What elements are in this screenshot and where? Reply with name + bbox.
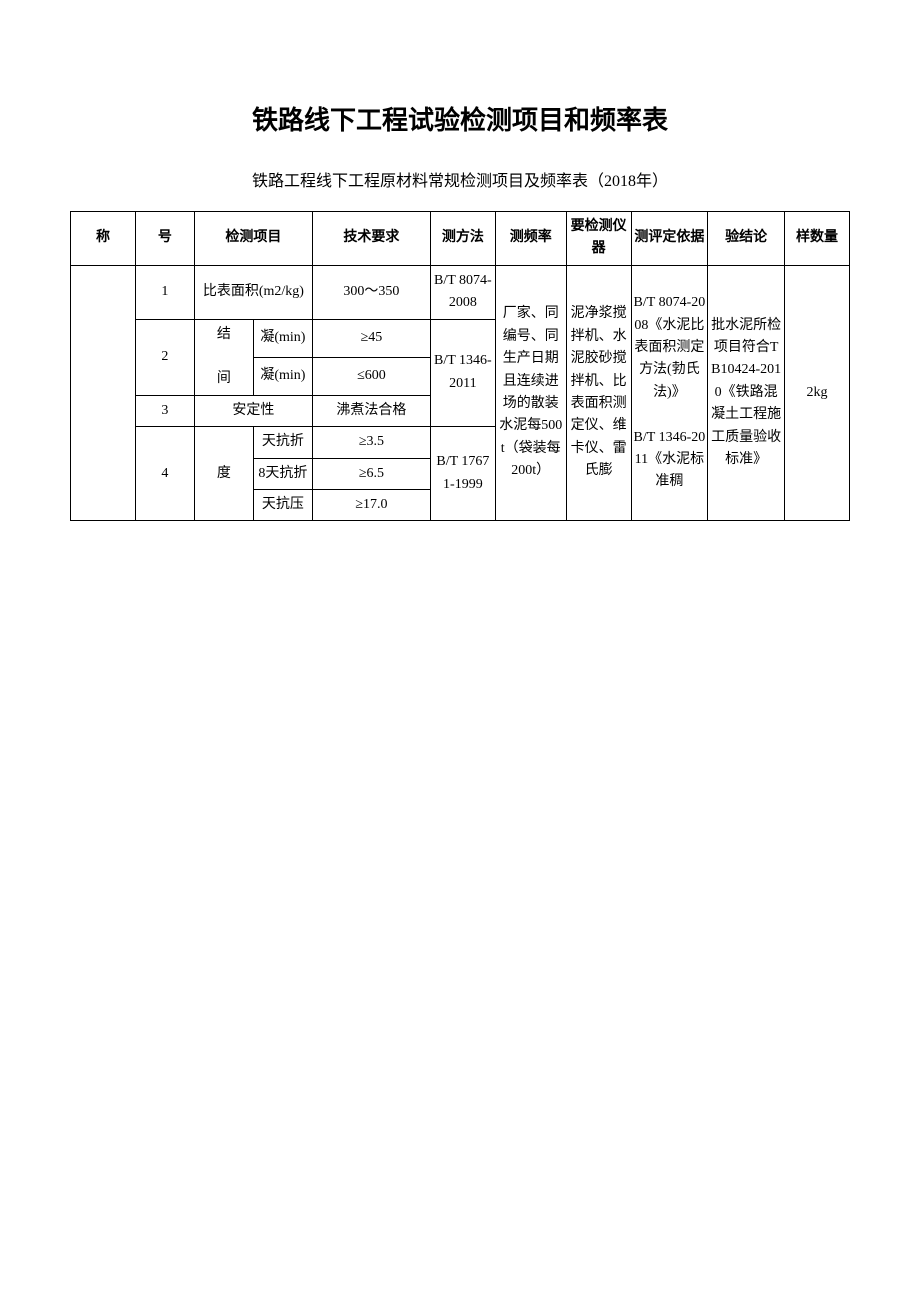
item-main-2: 间 [217,371,231,386]
req-cell: ≥6.5 [312,458,430,489]
item-main-1: 结 [217,327,231,342]
sub-item-cell: 天抗折 [253,427,312,458]
item-main-cell: 结 间 [194,319,253,395]
header-basis: 测评定依据 [631,212,708,266]
sub-item-cell: 凝(min) [253,319,312,357]
item-cell: 比表面积(m2/kg) [194,265,312,319]
sub-item-cell: 天抗压 [253,489,312,520]
concl-cell: 批水泥所检项目符合TB10424-2010《铁路混凝土工程施工质量验收标准》 [708,265,785,521]
page-title: 铁路线下工程试验检测项目和频率表 [70,100,850,137]
page-subtitle: 铁路工程线下工程原材料常规检测项目及频率表（2018年） [70,167,850,191]
item-main-cell: 度 [194,427,253,521]
freq-cell: 厂家、同编号、同生产日期且连续进场的散装水泥每500t（袋装每200t） [495,265,566,521]
req-cell: ≥45 [312,319,430,357]
header-method: 测方法 [430,212,495,266]
sub-item-cell: 8天抗折 [253,458,312,489]
table-row: 1 比表面积(m2/kg) 300～350 B/T 8074-2008 厂家、同… [71,265,850,319]
header-name: 称 [71,212,136,266]
basis-text-1: B/T 8074-2008《水泥比表面积测定方法(勃氏法)》 [634,295,706,400]
method-cell: B/T 1346-2011 [430,319,495,427]
header-freq: 测频率 [495,212,566,266]
table-header-row: 称 号 检测项目 技术要求 测方法 测频率 要检测仪器 测评定依据 验结论 样数… [71,212,850,266]
method-cell: B/T 17671-1999 [430,427,495,521]
header-qty: 样数量 [784,212,849,266]
row-num: 1 [135,265,194,319]
basis-text-2: B/T 1346-2011《水泥标准稠 [634,430,706,490]
row-num: 4 [135,427,194,521]
item-cell: 安定性 [194,395,312,426]
header-num: 号 [135,212,194,266]
req-cell: ≥3.5 [312,427,430,458]
req-cell: 沸煮法合格 [312,395,430,426]
sub-item-cell: 凝(min) [253,357,312,395]
header-instr: 要检测仪器 [566,212,631,266]
req-cell: ≤600 [312,357,430,395]
req-cell: ≥17.0 [312,489,430,520]
req-cell: 300～350 [312,265,430,319]
header-concl: 验结论 [708,212,785,266]
instr-cell: 泥净浆搅拌机、水泥胶砂搅拌机、比表面积测定仪、维卡仪、雷氏膨 [566,265,631,521]
row-num: 2 [135,319,194,395]
row-num: 3 [135,395,194,426]
qty-cell: 2kg [784,265,849,521]
header-item: 检测项目 [194,212,312,266]
inspection-table: 称 号 检测项目 技术要求 测方法 测频率 要检测仪器 测评定依据 验结论 样数… [70,211,850,521]
header-req: 技术要求 [312,212,430,266]
material-name-cell [71,265,136,521]
method-cell: B/T 8074-2008 [430,265,495,319]
basis-cell: B/T 8074-2008《水泥比表面积测定方法(勃氏法)》 B/T 1346-… [631,265,708,521]
